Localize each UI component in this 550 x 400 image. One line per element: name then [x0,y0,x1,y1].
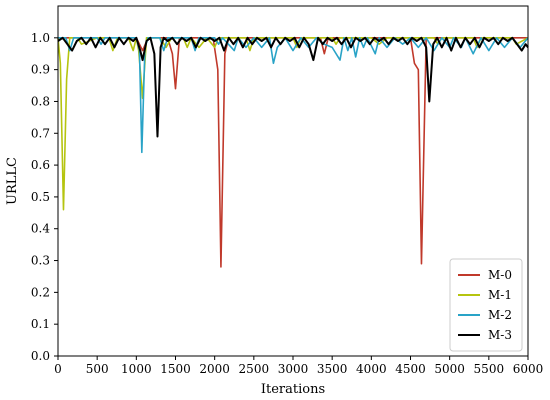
x-axis-title: Iterations [261,382,325,397]
x-tick-label: 2000 [199,362,230,376]
series-layer [57,36,529,268]
legend-label: M-3 [488,328,512,342]
legend-box [449,258,523,352]
x-tick-label: 500 [86,362,109,376]
y-tick-label: 1.0 [31,31,50,45]
y-tick-label: 0.1 [31,317,50,331]
y-tick-label: 0.2 [31,285,50,299]
legend-label: M-0 [488,268,512,282]
x-tick-label: 5500 [474,362,505,376]
legend-label: M-1 [488,288,512,302]
x-tick-label: 5000 [434,362,465,376]
y-tick-label: 0.3 [31,254,50,268]
x-tick-label: 1000 [121,362,152,376]
legend: M-0 M-1 M-2 M-3 [449,258,523,352]
y-tick-label: 0.6 [31,158,50,172]
y-tick-label: 0.8 [31,94,50,108]
y-tick-label: 0.7 [31,126,50,140]
y-tick-label: 0.9 [31,63,50,77]
x-tick-label: 4000 [356,362,387,376]
x-tick-label: 3000 [278,362,309,376]
y-tick-label: 0.0 [31,349,50,363]
legend-label: M-2 [488,308,512,322]
y-axis: 0.0 0.1 0.2 0.3 0.4 0.5 0.6 0.7 0.8 0.9 1.0 [31,31,58,363]
y-tick-label: 0.4 [31,222,50,236]
x-axis: 0 500 1000 1500 2000 2500 3000 3500 4000 4500 5000… [54,356,543,376]
x-tick-label: 6000 [513,362,544,376]
x-tick-label: 2500 [239,362,270,376]
series-line-m-3 [57,36,529,138]
x-tick-label: 1500 [160,362,191,376]
x-tick-label: 4500 [395,362,426,376]
x-tick-label: 0 [54,362,62,376]
y-axis-title: URLLC [5,157,20,205]
x-tick-label: 3500 [317,362,348,376]
y-tick-label: 0.5 [31,190,50,204]
